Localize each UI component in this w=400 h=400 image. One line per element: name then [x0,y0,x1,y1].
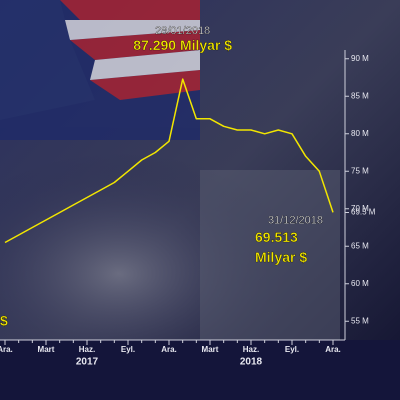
y-tick-label: 70 M [351,204,369,213]
y-tick-label: 75 M [351,166,369,175]
series-line [4,78,334,244]
y-tick-label: 85 M [351,91,369,100]
y-tick-label: 65 M [351,241,369,250]
annotation: $ [0,313,8,329]
y-tick-label: 60 M [351,279,369,288]
annotation: 69.513 [255,229,298,245]
x-tick-label: Mart [38,345,55,354]
x-tick-label: Haz. [79,345,95,354]
y-tick-label: 55 M [351,316,369,325]
x-tick-label: Mart [202,345,219,354]
x-tick-label: Eyl. [121,345,135,354]
photo-booth [200,170,340,340]
annotation: 28/01/2018 [155,25,210,37]
annotation: Milyar $ [255,249,307,265]
y-tick-label: 69.5 M [351,208,376,217]
x-tick-label: Haz. [243,345,259,354]
annotation: 87.290 Milyar $ [133,37,232,53]
axis-band [0,340,400,400]
x-tick-label: Ara. [0,345,13,354]
x-tick-label: Ara. [161,345,177,354]
year-label: 2018 [240,357,263,368]
flag [0,0,200,140]
y-tick-label: 80 M [351,129,369,138]
x-tick-label: Ara. [325,345,341,354]
x-tick-label: Eyl. [285,345,299,354]
year-label: 2017 [76,357,99,368]
annotation: 31/12/2018 [268,214,323,226]
y-tick-label: 90 M [351,54,369,63]
